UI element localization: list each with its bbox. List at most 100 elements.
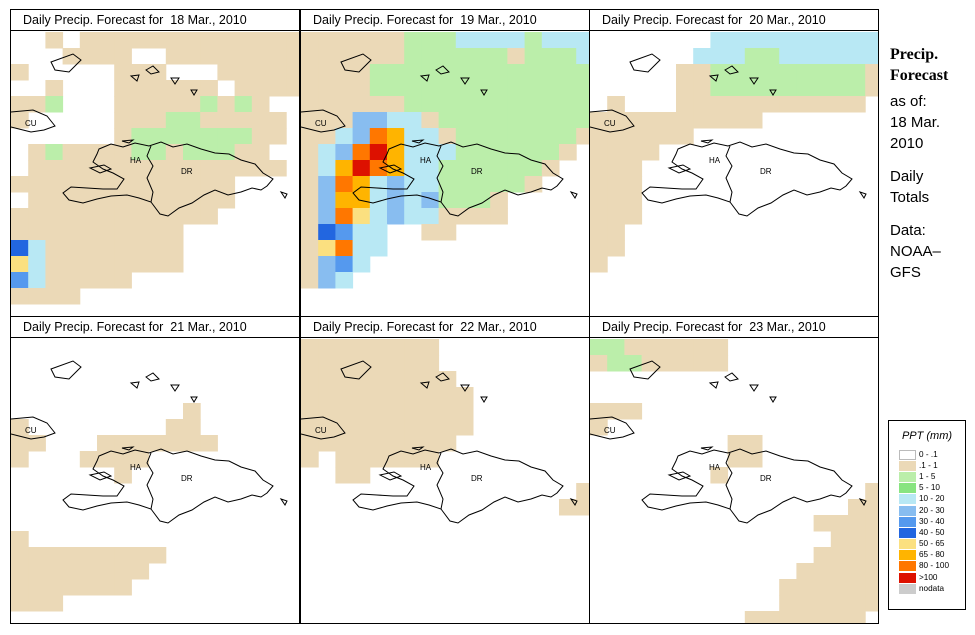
forecast-panel-22-mar: Daily Precip. Forecast for 22 Mar., 2010… [300, 316, 590, 624]
precip-cell [624, 176, 643, 193]
precip-cell [11, 256, 29, 273]
precip-cell [524, 80, 543, 97]
precip-cell [387, 192, 405, 209]
precip-cell [490, 128, 508, 145]
precip-cell [318, 419, 336, 436]
precip-cell [576, 48, 589, 65]
precip-cell [641, 339, 660, 356]
coastline [858, 498, 867, 506]
precip-cell [576, 96, 589, 113]
precip-cell [28, 144, 46, 161]
legend-item: 50 - 65 [899, 539, 949, 550]
precip-cell [79, 272, 98, 289]
precip-cell [301, 176, 319, 193]
precip-cell [200, 80, 218, 97]
precip-cell [813, 547, 832, 564]
precip-cell [352, 208, 371, 225]
precip-cell [286, 64, 299, 81]
legend-item: 0 - .1 [899, 449, 949, 460]
precip-cell [369, 451, 388, 468]
precip-cell [658, 355, 677, 372]
coastline [667, 164, 692, 174]
precip-cell [848, 563, 866, 580]
precip-cell [318, 387, 336, 404]
precip-cell [541, 144, 560, 161]
precip-cell [744, 451, 763, 468]
precip-cell [524, 144, 543, 161]
coastline [724, 65, 739, 75]
precip-cell [183, 128, 201, 145]
precip-cell [830, 32, 849, 49]
precip-cell [830, 48, 849, 65]
coastline [769, 89, 777, 96]
precip-cell [352, 240, 371, 257]
precip-cell [217, 112, 236, 129]
precip-cell [28, 208, 46, 225]
precip-cell [369, 371, 388, 388]
legend-label: 40 - 50 [919, 527, 945, 537]
precip-cell [541, 96, 560, 113]
precip-cell [607, 208, 625, 225]
country-label-haiti: HA [709, 463, 721, 472]
precip-cell [352, 435, 371, 452]
precip-cell [165, 435, 184, 452]
precip-cell [813, 515, 832, 532]
precip-cell [234, 48, 253, 65]
precip-cell [131, 563, 150, 580]
asof-date-line2: 2010 [890, 135, 924, 152]
precip-cell [387, 371, 405, 388]
precip-cell [45, 563, 64, 580]
precip-cell [335, 192, 354, 209]
forecast-panel-23-mar: Daily Precip. Forecast for 23 Mar., 2010… [589, 316, 879, 624]
precip-cell [387, 387, 405, 404]
precip-cell [165, 80, 184, 97]
precip-cell [455, 192, 474, 209]
coastline [340, 53, 372, 73]
precip-cell [813, 64, 832, 81]
precip-cell [97, 563, 115, 580]
precip-cell [473, 48, 491, 65]
legend-item: .1 - 1 [899, 460, 949, 471]
legend-label: .1 - 1 [919, 460, 938, 470]
precip-cell [710, 467, 729, 484]
precip-cell [541, 32, 560, 49]
precip-cell [183, 112, 201, 129]
precip-cell [131, 96, 150, 113]
precip-cell [455, 176, 474, 193]
precip-cell [318, 403, 336, 420]
coastline [480, 89, 488, 96]
precip-cell [200, 176, 218, 193]
panel-title: Daily Precip. Forecast for 20 Mar., 2010 [590, 10, 878, 31]
precip-cell [507, 112, 526, 129]
precip-cell [114, 144, 132, 161]
precip-cell [779, 579, 797, 596]
precip-cell [11, 595, 29, 612]
coastline [480, 396, 488, 403]
precip-cell [318, 48, 336, 65]
coastline [62, 448, 274, 524]
precip-cell [28, 160, 46, 177]
precip-cell [848, 547, 866, 564]
precip-cell [11, 451, 29, 468]
precip-cell [97, 547, 115, 564]
precip-cell [148, 80, 167, 97]
precip-cell [865, 515, 878, 532]
precip-cell [490, 48, 508, 65]
precip-cell [473, 128, 491, 145]
precip-cell [796, 579, 815, 596]
precip-cell [848, 579, 866, 596]
precip-cell [507, 48, 526, 65]
precip-cell [301, 339, 319, 356]
precip-cell [45, 224, 64, 241]
forecast-panel-18-mar: Daily Precip. Forecast for 18 Mar., 2010… [10, 9, 300, 317]
precip-cell [335, 112, 354, 129]
precip-cell [200, 435, 218, 452]
precip-cell [744, 435, 763, 452]
precip-cell [762, 48, 780, 65]
precip-cell [217, 96, 236, 113]
precip-cell [744, 48, 763, 65]
precip-cell [624, 112, 643, 129]
precip-cell [97, 208, 115, 225]
precip-cell [335, 355, 354, 372]
coastline [11, 109, 56, 133]
